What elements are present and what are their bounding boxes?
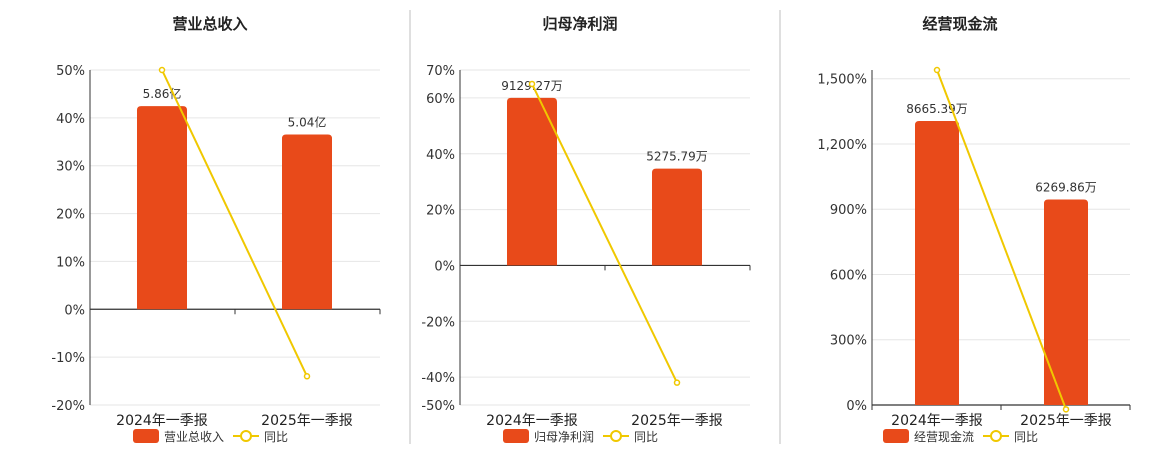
y-tick-label: -10% xyxy=(51,351,85,366)
x-category-label: 2025年一季报 xyxy=(631,413,723,429)
bar xyxy=(1044,199,1088,405)
x-category-label: 2025年一季报 xyxy=(261,413,353,429)
y-tick-label: 50% xyxy=(56,64,85,79)
y-tick-label: 20% xyxy=(426,204,455,219)
yoy-point xyxy=(303,373,311,380)
legend-label: 经营现金流 xyxy=(914,429,974,444)
y-tick-label: 60% xyxy=(426,92,455,107)
legend-label: 归母净利润 xyxy=(534,430,594,444)
bar xyxy=(915,120,959,406)
bar-data-label: 5275.79万 xyxy=(646,150,708,164)
x-category-label: 2024年一季报 xyxy=(486,413,578,429)
bar-data-label: 8665.39万 xyxy=(906,102,968,116)
yoy-point xyxy=(1062,406,1070,413)
legend-bar-swatch xyxy=(503,429,529,443)
yoy-line xyxy=(161,69,308,377)
chart-2: 归母净利润70%60%40%20%0%-20%-40%-50%9129.27万5… xyxy=(409,10,751,444)
chart-1: 营业总收入50%40%30%20%10%0%-10%-20%5.86亿5.04亿… xyxy=(51,15,381,444)
y-tick-label: 20% xyxy=(56,208,85,223)
legend-line-marker xyxy=(610,430,622,442)
chart-title: 营业总收入 xyxy=(172,15,247,33)
y-tick-label: 600% xyxy=(830,268,867,283)
yoy-point xyxy=(528,80,536,88)
chart-title: 经营现金流 xyxy=(922,15,997,33)
y-tick-label: 900% xyxy=(830,203,867,218)
y-tick-label: 0% xyxy=(846,399,867,414)
bar xyxy=(652,168,702,266)
x-category-label: 2024年一季报 xyxy=(891,413,983,429)
y-tick-label: 40% xyxy=(426,148,455,163)
legend-label: 同比 xyxy=(634,430,658,444)
chart-3: 经营现金流 1,500% 1,200% 900% 600% 300% 0% 8665.39万 6… xyxy=(779,10,1131,444)
yoy-line xyxy=(936,69,1067,410)
y-tick-label: -50% xyxy=(421,399,455,414)
bar xyxy=(282,134,332,310)
yoy-point xyxy=(158,66,166,74)
y-tick-label: 10% xyxy=(56,255,85,270)
legend-line-marker xyxy=(990,430,1002,442)
y-tick-label: 0% xyxy=(434,259,455,274)
chart-title: 归母净利润 xyxy=(542,15,617,33)
x-category-label: 2025年一季报 xyxy=(1020,413,1112,429)
y-tick-label: 70% xyxy=(426,64,455,79)
legend-line-marker xyxy=(240,430,252,442)
y-tick-label: 300% xyxy=(830,334,867,349)
yoy-point xyxy=(673,379,681,386)
bar-data-label: 6269.86万 xyxy=(1035,180,1097,194)
legend-bar-swatch xyxy=(133,429,159,443)
y-tick-label: 0% xyxy=(64,303,85,318)
y-tick-label: 30% xyxy=(56,160,85,175)
legend-label: 同比 xyxy=(1014,430,1038,444)
y-tick-label: -20% xyxy=(51,399,85,414)
legend-label: 同比 xyxy=(264,430,288,444)
y-tick-label: -40% xyxy=(421,371,455,386)
x-category-label: 2024年一季报 xyxy=(116,413,208,429)
y-tick-label: 1,500% xyxy=(817,73,867,88)
legend-label: 营业总收入 xyxy=(164,430,224,444)
y-tick-label: 1,200% xyxy=(817,138,867,153)
bar xyxy=(507,97,557,266)
yoy-line xyxy=(531,83,678,384)
yoy-point xyxy=(933,66,941,74)
bar xyxy=(137,106,187,310)
bar-data-label: 5.04亿 xyxy=(288,115,327,130)
legend-bar-swatch xyxy=(883,429,909,443)
y-tick-label: -20% xyxy=(421,315,455,330)
y-tick-label: 40% xyxy=(56,112,85,127)
